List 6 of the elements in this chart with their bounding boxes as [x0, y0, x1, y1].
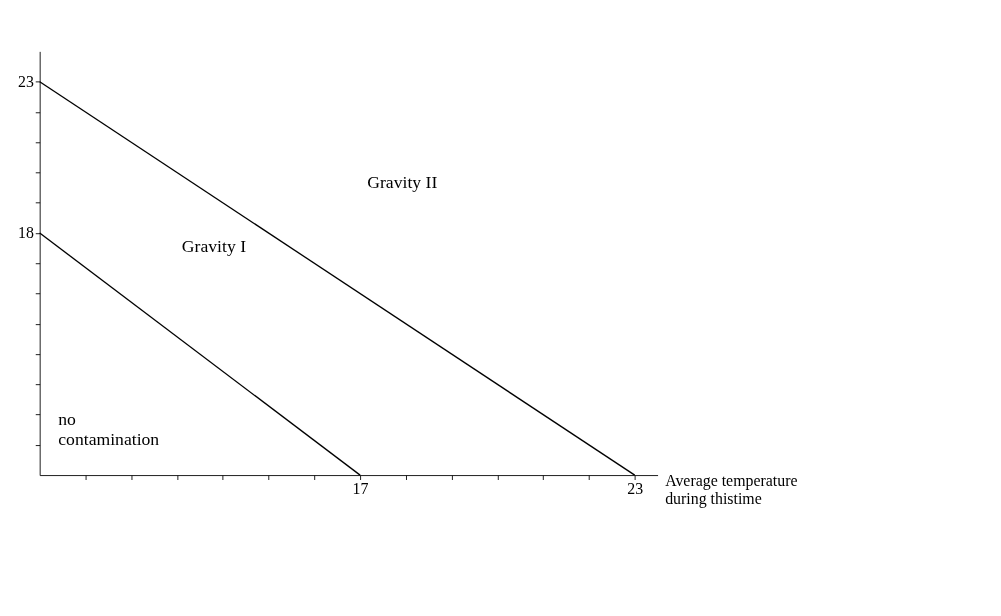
annotation: Gravity II	[367, 172, 438, 193]
x-tick-label: 17	[352, 480, 369, 498]
y-tick-label: 18	[18, 223, 35, 241]
annotation: no contamination	[58, 409, 160, 449]
x-axis-title: Average temperature during thistime	[665, 472, 798, 508]
annotation: Gravity I	[181, 235, 247, 256]
